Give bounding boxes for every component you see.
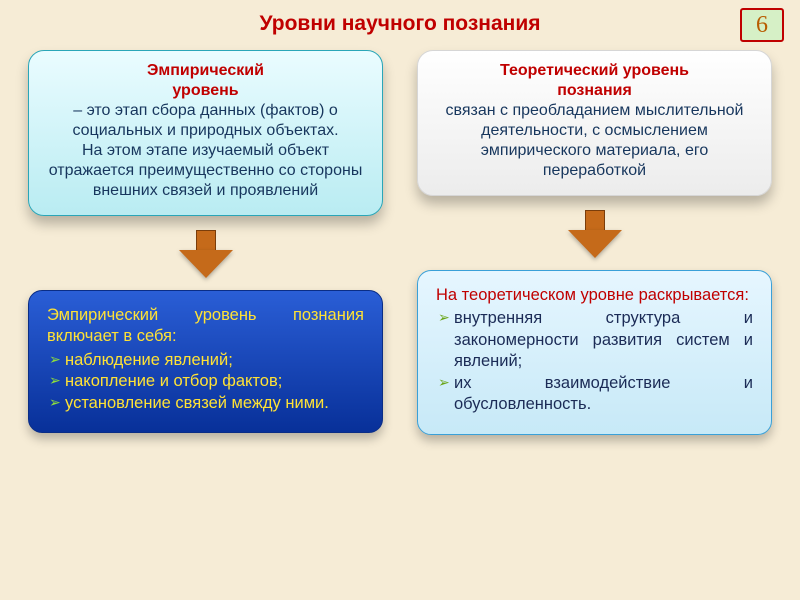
list-item: накопление и отбор фактов; [49, 371, 364, 392]
box-theoretical-definition: Теоретический уровень познания связан с … [417, 50, 772, 196]
list-item: установление связей между ними. [49, 393, 364, 414]
arrow-stem [585, 210, 605, 232]
empirical-includes-lead: Эмпирический уровень познания включает в… [47, 305, 364, 348]
theoretical-heading: Теоретический уровень познания [434, 61, 755, 101]
arrow-head [179, 250, 233, 278]
slide-number: 6 [756, 12, 768, 39]
box-empirical-definition: Эмпирический уровень – это этап сбора да… [28, 50, 383, 216]
arrow-head [568, 230, 622, 258]
slide: 6 Уровни научного познания Эмпирический … [0, 0, 800, 600]
slide-number-badge: 6 [740, 8, 784, 42]
empirical-heading: Эмпирический уровень [45, 61, 366, 101]
arrow-stem [196, 230, 216, 252]
arrow-down-right [568, 210, 622, 260]
theoretical-heading-l1: Теоретический уровень [500, 62, 689, 79]
empirical-heading-l2: уровень [172, 82, 238, 99]
empirical-body: – это этап сбора данных (фактов) о социа… [45, 101, 366, 201]
column-empirical: Эмпирический уровень – это этап сбора да… [28, 50, 383, 435]
theoretical-body: связан с преобладанием мыслительной деят… [434, 101, 755, 181]
empirical-includes-list: наблюдение явлений; накопление и отбор ф… [47, 350, 364, 414]
columns: Эмпирический уровень – это этап сбора да… [20, 50, 780, 435]
theoretical-heading-l2: познания [557, 82, 632, 99]
arrow-down-left [179, 230, 233, 280]
box-empirical-includes: Эмпирический уровень познания включает в… [28, 290, 383, 433]
empirical-heading-l1: Эмпирический [147, 62, 264, 79]
box-theoretical-reveals: На теоретическом уровне раскрывается: вн… [417, 270, 772, 435]
theoretical-reveals-list: внутренняя структура и закономерности ра… [436, 308, 753, 415]
list-item: их взаимодействие и обусловленность. [438, 373, 753, 416]
list-item: внутренняя структура и закономерности ра… [438, 308, 753, 372]
column-theoretical: Теоретический уровень познания связан с … [417, 50, 772, 435]
theoretical-reveals-lead: На теоретическом уровне раскрывается: [436, 285, 753, 306]
list-item: наблюдение явлений; [49, 350, 364, 371]
slide-title: Уровни научного познания [20, 12, 780, 36]
